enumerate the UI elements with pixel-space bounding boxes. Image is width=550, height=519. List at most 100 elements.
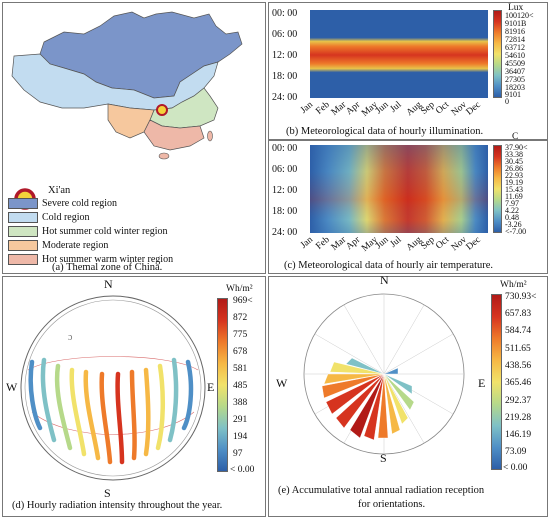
- panel-c-scale-5: 19.19: [505, 178, 523, 187]
- panel-d-scale-3: 678: [233, 347, 248, 357]
- legend-swatch-moderate: [8, 239, 38, 251]
- sun-path-diagram: ɔ: [20, 295, 206, 481]
- legend-item-cold: Cold region: [8, 210, 90, 224]
- panel-e-scale-6: 292.37: [505, 396, 532, 406]
- panel-d-scale-5: 485: [233, 381, 248, 391]
- panel-d-scale-4: 581: [233, 364, 248, 374]
- panel-c-hour-1: 06: 00: [272, 164, 298, 175]
- china-thermal-map: [11, 11, 243, 160]
- panel-c-scale-11: -3.26: [505, 220, 522, 229]
- xian-marker: [156, 104, 168, 116]
- panel-c-scale-4: 22.93: [505, 171, 523, 180]
- panel-d-caption: (d) Hourly radiation intensity throughou…: [12, 500, 223, 511]
- legend-label-severe-cold: Severe cold region: [42, 197, 117, 209]
- panel-b-caption: (b) Meteorological data of hourly illumi…: [286, 126, 484, 137]
- panel-d-south: S: [104, 486, 111, 500]
- panel-c-frame: [268, 140, 548, 274]
- panel-b-scale-1: 9101B: [505, 19, 527, 28]
- orientation-radiation-rose: [303, 293, 465, 455]
- illumination-daylight-band: [310, 24, 488, 86]
- panel-e-scale-3: 511.65: [505, 344, 531, 354]
- panel-e-scale-9: 73.09: [505, 447, 527, 457]
- panel-e-scale-1: 657.83: [505, 309, 532, 319]
- panel-e-scale-10: < 0.00: [503, 463, 528, 473]
- panel-d-north: N: [104, 277, 113, 291]
- panel-c-hour-3: 18: 00: [272, 206, 298, 217]
- legend-label-hsww: Hot summer warm winter region: [42, 253, 174, 265]
- panel-b-unit: Lux: [508, 3, 524, 13]
- panel-c-scale-0: 37.90<: [505, 143, 528, 152]
- panel-b-scale-6: 45509: [505, 59, 525, 68]
- hot-summer-warm-winter-zone: [143, 119, 205, 151]
- analemma-arc-lower: [31, 411, 195, 435]
- panel-b-hour-2: 12: 00: [272, 50, 298, 61]
- panel-d-east: E: [207, 380, 215, 394]
- legend-swatch-hsww: [8, 253, 38, 265]
- panel-e-caption-line1: (e) Accumulative total annual radiation …: [278, 485, 485, 496]
- panel-b-scale-5: 54610: [505, 51, 525, 60]
- legend-label-hscw: Hot summer cold winter region: [42, 225, 168, 237]
- island-hainan: [158, 152, 170, 160]
- panel-c-caption: (c) Meteorological data of hourly air te…: [284, 260, 494, 271]
- legend-label-moderate: Moderate region: [42, 239, 109, 251]
- panel-b-scale-3: 72814: [505, 35, 525, 44]
- panel-b-scale-10: 9101: [505, 90, 521, 99]
- cold-zone: [11, 53, 219, 111]
- panel-d-scale-2: 775: [233, 330, 248, 340]
- legend-item-hscw: Hot summer cold winter region: [8, 224, 168, 238]
- panel-e-west: W: [276, 376, 288, 390]
- panel-c-scale-9: 4.22: [505, 206, 519, 215]
- panel-b-hour-0: 00: 00: [272, 8, 298, 19]
- panel-c-scale-2: 30.45: [505, 157, 523, 166]
- panel-d-colorbar: [217, 298, 228, 472]
- panel-d-scale-9: 97: [233, 449, 243, 459]
- panel-c-scale-8: 7.97: [505, 199, 519, 208]
- legend-item-moderate: Moderate region: [8, 238, 108, 252]
- panel-d-scale-0: 969<: [233, 296, 253, 306]
- panel-c-hour-0: 00: 00: [272, 143, 298, 154]
- panel-b-hour-1: 06: 00: [272, 29, 298, 40]
- panel-b-colorbar: [493, 10, 502, 98]
- panel-d-scale-8: 194: [233, 432, 248, 442]
- panel-c-unit: C: [512, 132, 519, 142]
- panel-e-colorbar: [491, 294, 502, 470]
- sun-path-inner-circle: [24, 299, 202, 477]
- island-taiwan: [207, 130, 213, 142]
- panel-a-frame: [2, 2, 266, 274]
- panel-d-scale-7: 291: [233, 415, 248, 425]
- panel-e-scale-7: 219.28: [505, 413, 532, 423]
- analemma-loops: [28, 357, 194, 465]
- panel-b-scale-11: 0: [505, 97, 509, 106]
- legend-item-hsww: Hot summer warm winter region: [8, 252, 173, 266]
- panel-e-scale-2: 584.74: [505, 326, 532, 336]
- panel-d-west: W: [6, 380, 18, 394]
- panel-c-scale-1: 33.38: [505, 150, 523, 159]
- panel-c-hour-4: 24: 00: [272, 227, 298, 238]
- panel-b-scale-4: 63712: [505, 43, 525, 52]
- legend-label-cold: Cold region: [42, 211, 90, 223]
- panel-e-east: E: [478, 376, 486, 390]
- panel-e-frame: [268, 276, 548, 517]
- rose-petals: [321, 357, 415, 441]
- legend-swatch-hscw: [8, 225, 38, 237]
- panel-e-south: S: [380, 451, 387, 465]
- panel-e-north: N: [380, 273, 389, 287]
- panel-c-scale-12: <-7.00: [505, 227, 527, 236]
- panel-c-scale-3: 26.86: [505, 164, 523, 173]
- panel-b-frame: [268, 2, 548, 140]
- air-temperature-heatmap: [310, 145, 488, 233]
- panel-e-unit: Wh/m²: [500, 280, 527, 290]
- sun-path-symbol: ɔ: [68, 332, 73, 343]
- panel-d-frame: [2, 276, 266, 517]
- panel-e-scale-5: 365.46: [505, 378, 532, 388]
- panel-d-scale-1: 872: [233, 313, 248, 323]
- panel-b-scale-8: 27305: [505, 75, 525, 84]
- legend-item-severe-cold: Severe cold region: [8, 196, 117, 210]
- panel-e-caption-line2: for orientations.: [358, 499, 426, 510]
- panel-e-scale-8: 146.19: [505, 430, 532, 440]
- panel-c-hour-2: 12: 00: [272, 185, 298, 196]
- panel-e-scale-4: 438.56: [505, 361, 532, 371]
- panel-b-hour-3: 18: 00: [272, 71, 298, 82]
- panel-c-scale-7: 11.69: [505, 192, 523, 201]
- panel-d-scale-10: < 0.00: [230, 465, 255, 475]
